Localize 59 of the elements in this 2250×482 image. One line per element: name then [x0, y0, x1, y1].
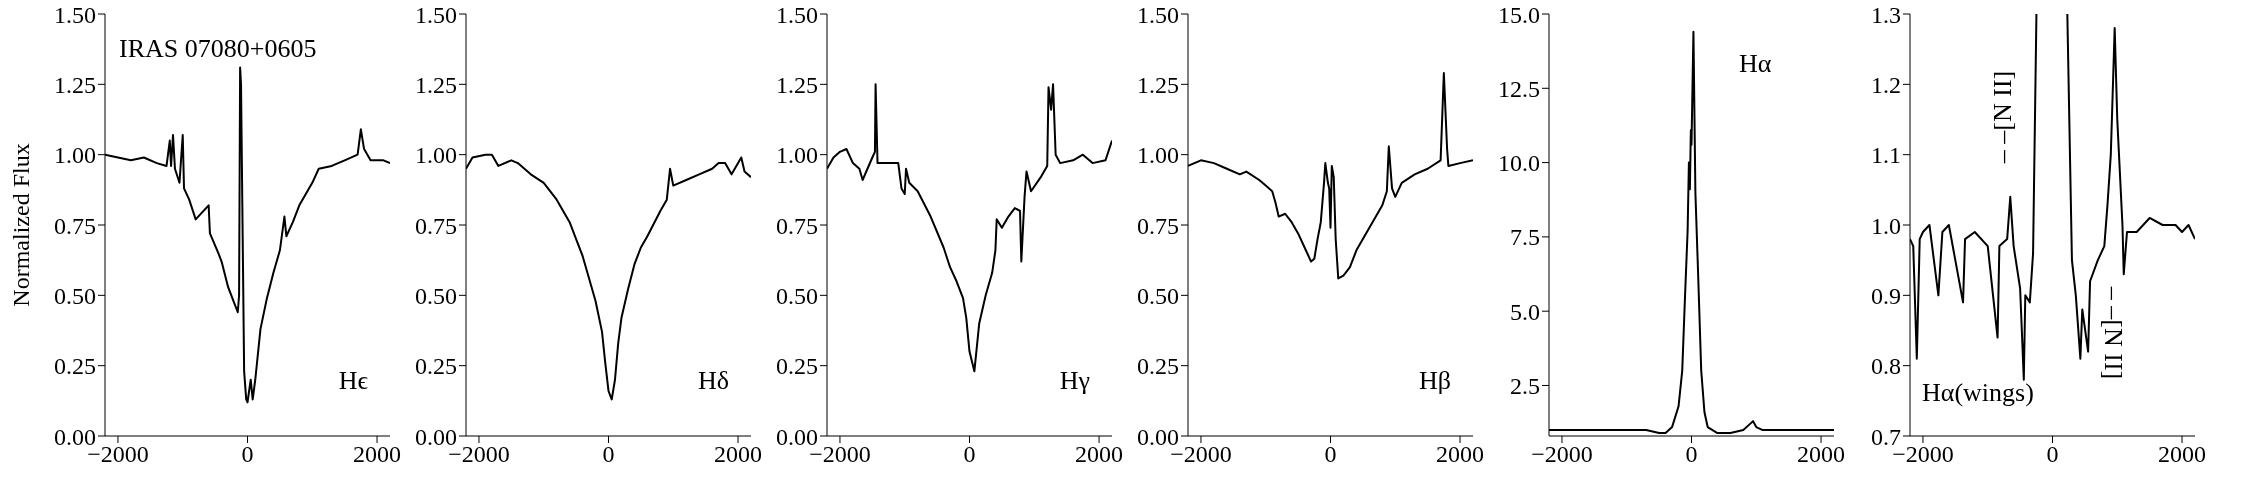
y-tick-label: 5.0	[1510, 298, 1540, 325]
annotation: Hα(wings)	[1922, 378, 2034, 408]
x-tick-label: 2000	[714, 441, 763, 468]
y-tick-label: 1.2	[1871, 71, 1901, 98]
y-tick-label: 1.25	[54, 71, 96, 98]
x-tick-label: −2000	[1531, 441, 1593, 468]
y-tick-label: 0.50	[54, 282, 96, 309]
x-tick-label: 2000	[1075, 441, 1124, 468]
y-tick-label: 1.00	[776, 142, 818, 169]
y-tick-label: 1.3	[1871, 1, 1901, 28]
annotation: Hγ	[1059, 366, 1090, 396]
y-tick-label: 0.8	[1871, 353, 1901, 380]
x-tick-label: 0	[241, 441, 254, 468]
y-tick-label: 1.50	[776, 1, 818, 28]
x-tick-label: 0	[963, 441, 976, 468]
y-tick-label: 1.50	[415, 1, 457, 28]
y-tick-label: 1.00	[415, 142, 457, 169]
y-tick-label: 1.50	[1137, 1, 1179, 28]
y-tick-label: 1.00	[54, 142, 96, 169]
y-tick-label: 1.50	[54, 1, 96, 28]
y-tick-label: 0.50	[1137, 282, 1179, 309]
y-tick-label: 1.00	[1137, 142, 1179, 169]
annotation: Hα	[1739, 49, 1772, 79]
y-tick-label: 2.5	[1510, 373, 1540, 399]
y-tick-label: 7.5	[1510, 224, 1540, 251]
x-tick-label: 2000	[353, 441, 402, 468]
x-tick-label: 2000	[1797, 441, 1846, 468]
text: IRAS 07080+0605	[119, 34, 317, 64]
y-tick-label: 15.0	[1498, 1, 1540, 28]
y-tick-label: 1.25	[776, 71, 818, 98]
y-tick-label: 1.0	[1871, 212, 1901, 239]
y-tick-label: 0.75	[415, 212, 457, 239]
y-tick-label: 1.1	[1871, 142, 1901, 169]
y-tick-label: 1.25	[1137, 71, 1179, 98]
y-tick-label: 0.25	[776, 353, 818, 380]
x-tick-label: 0	[1324, 441, 1337, 468]
y-tick-label: 0.75	[776, 212, 818, 239]
x-tick-label: 0	[602, 441, 615, 468]
annotation: Hδ	[697, 366, 729, 396]
x-tick-label: 2000	[1436, 441, 1485, 468]
y-tick-label: 0.50	[415, 282, 457, 309]
y-tick-label: 0.25	[54, 353, 96, 380]
y-tick-label: 1.25	[415, 71, 457, 98]
y-tick-label: 0.75	[54, 212, 96, 239]
y-axis-title: Normalized Flux	[7, 143, 34, 307]
annotation: Hϵ	[338, 366, 368, 396]
y-tick-label: 12.5	[1498, 75, 1540, 102]
x-tick-label: 0	[2046, 441, 2059, 468]
y-tick-label: 0.75	[1137, 212, 1179, 239]
y-tick-label: 0.25	[415, 353, 457, 380]
annotation: – –[N II]	[1988, 71, 2019, 164]
annotation: Hβ	[1418, 366, 1451, 396]
y-tick-label: 0.25	[1137, 353, 1179, 380]
y-tick-label: 0.50	[776, 282, 818, 309]
x-tick-label: 2000	[2158, 441, 2207, 468]
x-tick-label: 0	[1685, 441, 1698, 468]
y-tick-label: 0.9	[1871, 282, 1901, 309]
y-tick-label: 10.0	[1498, 150, 1540, 177]
annotation: – –[N II]	[2098, 287, 2129, 380]
